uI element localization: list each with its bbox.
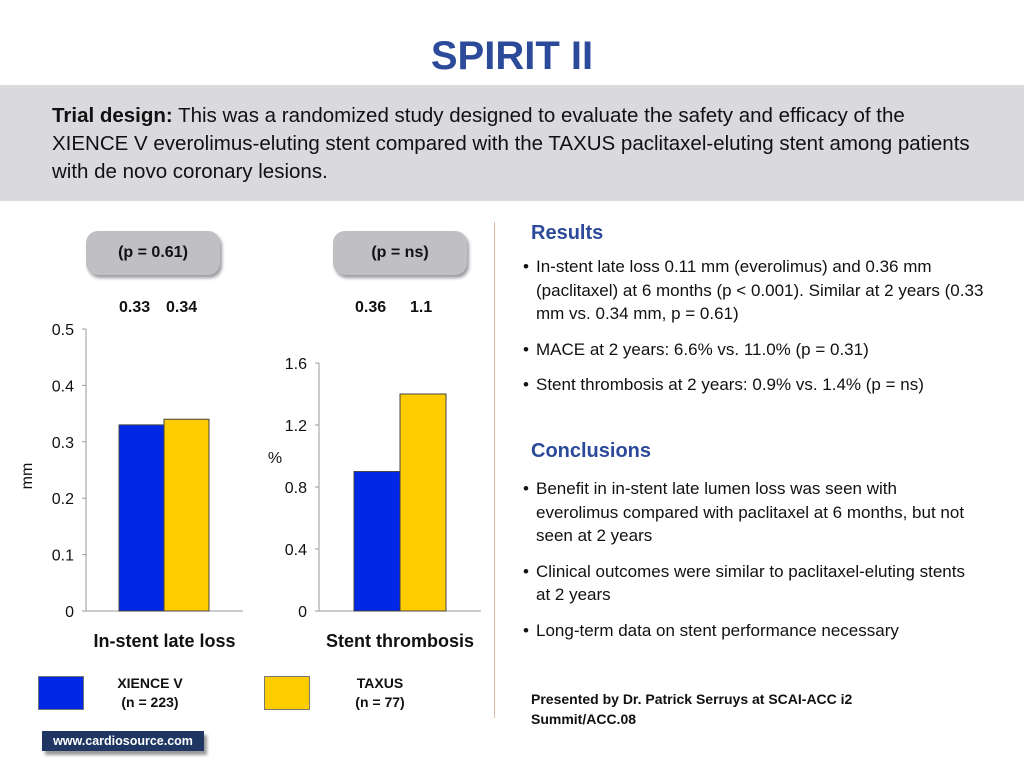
x-axis-label-late-loss: In-stent late loss <box>93 631 235 651</box>
y-tick-label-thrombosis: 1.2 <box>285 418 307 435</box>
y-tick-label-thrombosis: 0.8 <box>285 480 307 497</box>
results-list: In-stent late loss 0.11 mm (everolimus) … <box>523 255 1005 409</box>
trial-design-label: Trial design: <box>52 104 173 127</box>
legend-n-xience: (n = 223) <box>121 694 179 710</box>
results-heading: Results <box>531 222 604 244</box>
y-axis-label-thrombosis: % <box>268 450 282 467</box>
conclusions-heading: Conclusions <box>531 440 652 462</box>
y-tick-label-late-loss: 0.5 <box>52 322 74 339</box>
conclusions-bullet: Long-term data on stent performance nece… <box>523 619 983 643</box>
x-axis-label-thrombosis: Stent thrombosis <box>326 631 474 651</box>
bar-late-loss-xience <box>118 424 165 612</box>
value-label-thrombosis-xience: 0.36 <box>355 299 387 316</box>
column-divider <box>494 222 495 718</box>
conclusions-list: Benefit in in-stent late lumen loss was … <box>523 477 983 654</box>
y-tick-label-late-loss: 0.2 <box>52 491 74 508</box>
conclusions-bullet: Clinical outcomes were similar to paclit… <box>523 560 983 607</box>
y-tick-label-late-loss: 0.1 <box>52 548 74 565</box>
y-tick-label-late-loss: 0.3 <box>52 435 74 452</box>
legend-name-xience: XIENCE V <box>117 675 183 691</box>
value-label-late-loss-xience: 0.33 <box>119 299 151 316</box>
p-value-box-late-loss: (p = 0.61) <box>86 231 220 275</box>
y-tick-label-thrombosis: 1.6 <box>285 356 307 373</box>
bar-thrombosis-xience <box>353 471 401 612</box>
conclusions-bullet: Benefit in in-stent late lumen loss was … <box>523 477 983 548</box>
trial-design-body: This was a randomized study designed to … <box>52 104 970 183</box>
value-label-late-loss-taxus: 0.34 <box>166 299 198 316</box>
y-tick-label-thrombosis: 0 <box>298 604 307 621</box>
y-tick-label-thrombosis: 0.4 <box>285 542 307 559</box>
trial-design-text: Trial design: This was a randomized stud… <box>52 102 982 186</box>
bar-late-loss-taxus <box>163 418 210 612</box>
legend-label-xience: XIENCE V (n = 223) <box>100 674 200 712</box>
y-axis-label-late-loss: mm <box>19 463 36 490</box>
legend-n-taxus: (n = 77) <box>355 694 405 710</box>
y-tick-label-late-loss: 0 <box>65 604 74 621</box>
results-bullet: In-stent late loss 0.11 mm (everolimus) … <box>523 255 1005 326</box>
legend-label-taxus: TAXUS (n = 77) <box>330 674 430 712</box>
bar-thrombosis-taxus <box>399 393 447 612</box>
results-bullet: Stent thrombosis at 2 years: 0.9% vs. 1.… <box>523 373 1005 397</box>
legend-swatch-taxus <box>264 676 310 710</box>
presented-by-text: Presented by Dr. Patrick Serruys at SCAI… <box>531 691 853 727</box>
trial-design-band <box>0 85 1024 201</box>
legend-swatch-xience <box>38 676 84 710</box>
p-value-box-thrombosis: (p = ns) <box>333 231 467 275</box>
legend-name-taxus: TAXUS <box>356 675 404 691</box>
value-label-thrombosis-taxus: 1.1 <box>410 299 433 316</box>
cardiosource-link[interactable]: www.cardiosource.com <box>42 731 204 751</box>
y-tick-label-late-loss: 0.4 <box>52 378 74 395</box>
slide-title: SPIRIT II <box>430 34 594 78</box>
results-bullet: MACE at 2 years: 6.6% vs. 11.0% (p = 0.3… <box>523 338 1005 362</box>
